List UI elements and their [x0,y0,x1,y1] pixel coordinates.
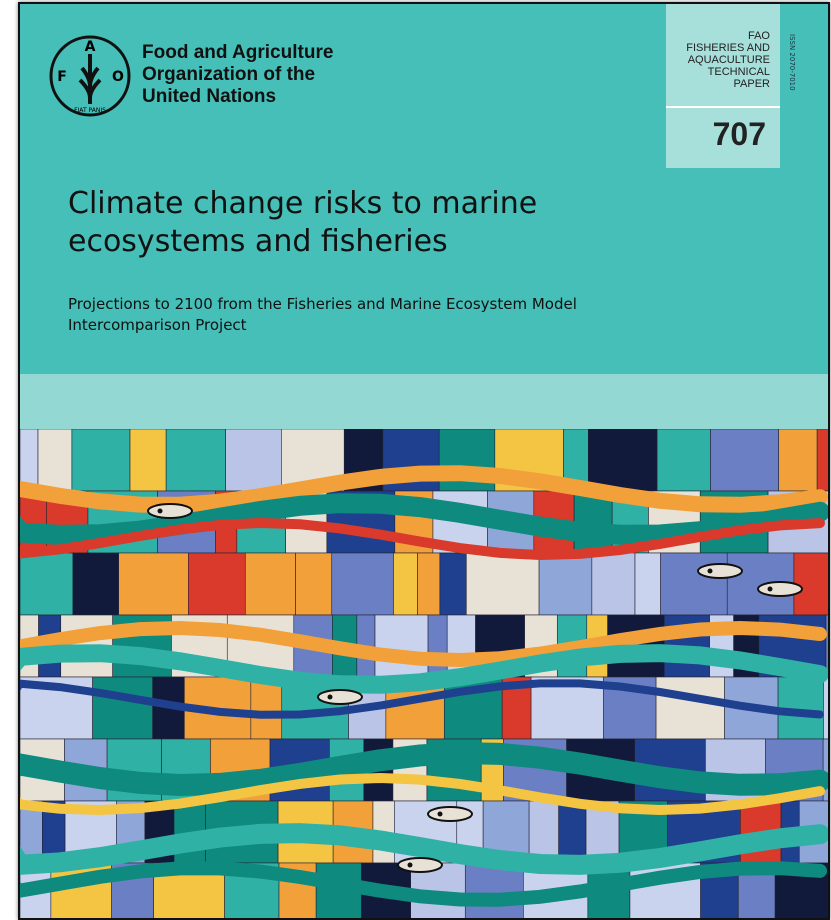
art-shape [327,694,333,700]
org-line: United Nations [142,86,277,107]
art-shape [37,429,73,492]
art-shape [767,586,773,592]
series-line: PAPER [733,78,770,90]
art-shape [816,429,828,492]
art-shape [397,857,443,873]
art-shape [793,552,828,616]
title-line: ecosystems and fisheries [68,224,448,259]
art-shape [707,568,713,574]
art-shape [710,429,779,492]
org-line: Organization of the [142,64,316,85]
art-shape [71,429,131,492]
art-shape [317,689,363,705]
cover-artwork [20,429,828,918]
art-shape [129,429,167,492]
logo-letter: A [85,39,96,55]
art-shape [778,429,818,492]
art-shape [20,742,828,797]
subtitle-line: Projections to 2100 from the Fisheries a… [68,295,577,313]
art-shape [655,676,725,740]
art-shape [20,861,827,907]
art-shape [634,552,661,616]
series-line: FAO [747,30,770,42]
art-shape [588,429,658,492]
art-shape [437,811,443,817]
art-shape [118,552,189,616]
art-shape [374,614,429,678]
art-shape [20,644,828,694]
art-shape [417,552,441,616]
art-shape [244,552,296,616]
art-shape [427,614,448,678]
org-line: Food and Agriculture [142,42,334,63]
series-line: FISHERIES AND [686,42,770,54]
art-shape [558,800,587,864]
art-shape [825,614,828,678]
art-shape [20,493,828,545]
art-shape [225,429,282,492]
subtitle: Projections to 2100 from the Fisheries a… [68,294,577,336]
art-shape [439,552,467,616]
cover: A F O FIAT PANIS Food and Agriculture Or… [18,2,830,920]
series-line: AQUACULTURE [687,54,770,66]
issn: ISSN 2070-7010 [788,34,796,91]
fao-logo: A F O FIAT PANIS [49,35,131,117]
art-shape [823,676,828,740]
art-shape [538,552,593,616]
art-shape [147,503,193,519]
art-shape [464,862,524,918]
art-shape [393,552,418,616]
logo-letter: F [57,69,67,85]
rule [666,106,780,108]
art-shape [822,738,828,802]
organization: Food and Agriculture Organization of the… [142,42,333,108]
series-line: TECHNICAL [707,66,770,78]
art-shape [427,806,473,822]
band [20,374,828,429]
art-shape [295,552,333,616]
series-panel: FAO FISHERIES AND AQUACULTURE TECHNICAL … [666,4,780,168]
art-shape [20,465,828,513]
art-shape [331,552,394,616]
art-shape [20,517,825,561]
title: Climate change risks to marine ecosystem… [68,185,537,261]
logo-letter: O [112,69,124,85]
art-shape [528,800,559,864]
art-shape [20,823,828,875]
series-label: FAO FISHERIES AND AQUACULTURE TECHNICAL … [686,30,770,90]
art-shape [72,552,119,616]
art-shape [20,552,74,616]
art-shape [250,676,283,740]
subtitle-line: Intercomparison Project [68,316,247,334]
art-shape [188,552,246,616]
title-line: Climate change risks to marine [68,186,538,221]
art-shape [656,429,711,492]
logo-motto: FIAT PANIS [74,107,106,114]
art-shape [407,862,413,868]
art-shape [591,552,636,616]
art-shape [165,429,226,492]
art-shape [20,772,825,816]
art-shape [92,676,153,740]
art-shape [20,679,824,719]
art-shape [757,581,803,597]
art-shape [20,620,827,668]
art-shape [660,552,728,616]
art-shape [697,563,743,579]
series-number: 707 [712,116,766,152]
art-shape [465,552,540,616]
art-shape [157,508,163,514]
